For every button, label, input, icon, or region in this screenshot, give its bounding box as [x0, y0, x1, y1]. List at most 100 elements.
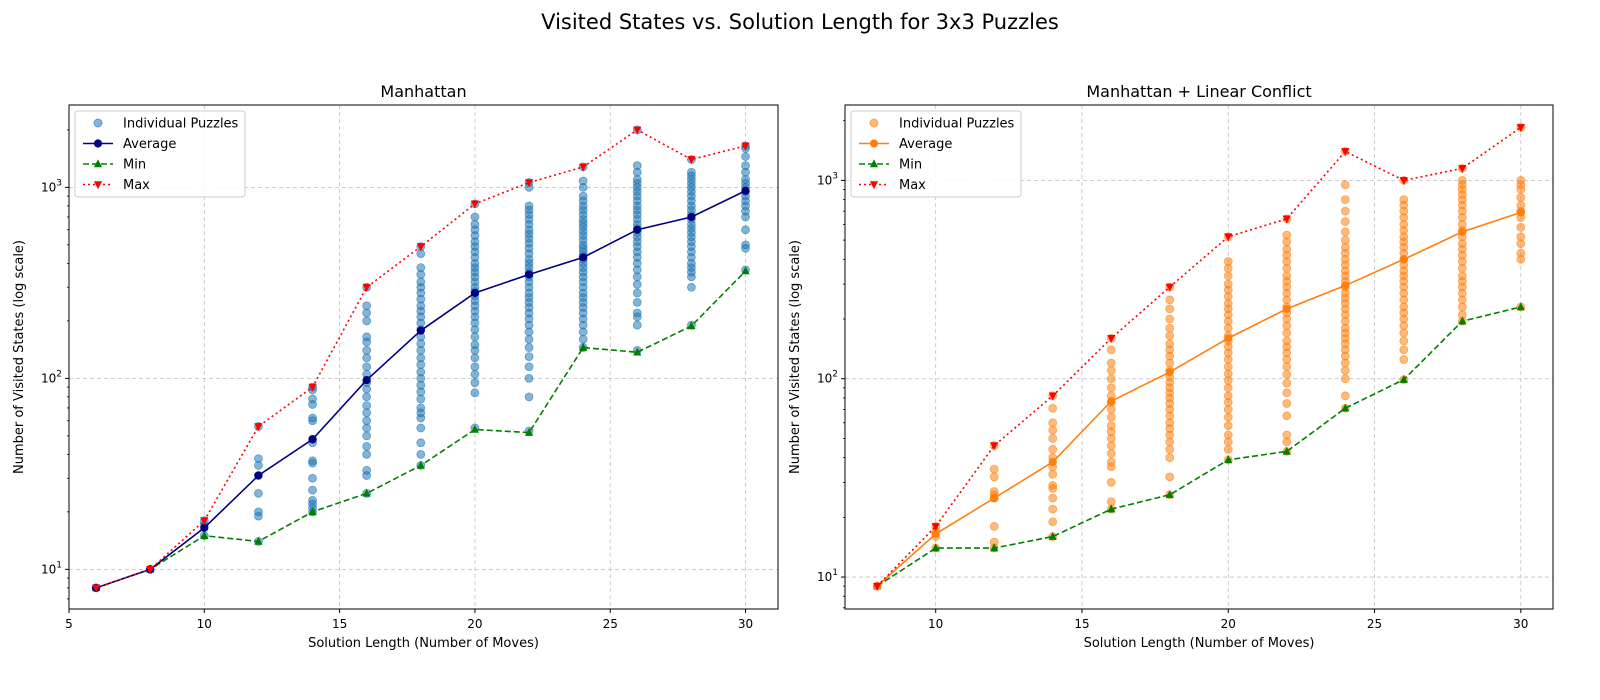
scatter-point: [308, 485, 317, 495]
y-tick-label: 101: [41, 560, 62, 576]
scatter-point: [741, 175, 750, 184]
scatter-point: [1165, 445, 1175, 454]
scatter-point: [578, 176, 588, 186]
scatter-point: [416, 263, 426, 273]
scatter-point: [1048, 517, 1058, 527]
scatter-point: [1223, 412, 1233, 422]
series-marker-max: [416, 243, 425, 252]
scatter-point: [1340, 217, 1350, 226]
scatter-point: [308, 456, 317, 466]
scatter-point: [989, 522, 999, 531]
series-marker-average: [200, 523, 209, 532]
scatter-point: [989, 464, 999, 474]
scatter-point: [470, 219, 480, 229]
scatter-point: [1282, 230, 1292, 240]
scatter-point: [1165, 304, 1175, 314]
scatter-point: [524, 343, 534, 352]
scatter-point: [308, 413, 317, 423]
y-tick-exponent: 3: [56, 178, 62, 188]
series-marker-min: [990, 543, 999, 552]
legend-handle-marker: [869, 181, 879, 190]
scatter-point: [1165, 323, 1175, 333]
y-tick-exponent: 2: [56, 369, 62, 379]
scatter-point: [989, 472, 999, 482]
scatter-point: [1282, 328, 1292, 338]
series-marker-max: [200, 517, 209, 526]
panel-title: Manhattan + Linear Conflict: [1086, 82, 1311, 101]
plot-frame: [68, 104, 779, 610]
scatter-point: [470, 353, 480, 363]
series-marker-average: [1107, 397, 1116, 406]
series-marker-average: [1048, 457, 1057, 467]
series-line-min: [876, 306, 1522, 587]
scatter-point: [1399, 195, 1409, 205]
scatter-point: [1282, 411, 1292, 421]
scatter-point: [741, 161, 750, 171]
scatter-point: [1106, 383, 1116, 393]
series-average: [91, 186, 750, 592]
x-tick-label: 5: [65, 617, 73, 631]
series-marker-max: [1107, 334, 1116, 343]
y-axis-label: Number of Visited States (log scale): [12, 240, 27, 474]
y-axis-label: Number of Visited States (log scale): [788, 240, 803, 474]
scatter-point: [524, 373, 534, 383]
series-marker-average: [1399, 255, 1408, 264]
scatter-point: [1399, 328, 1409, 338]
scatter-point: [362, 316, 372, 326]
plot-frame: [844, 104, 1554, 610]
series-max: [91, 126, 750, 593]
scatter-point: [1048, 418, 1058, 428]
legend-label: Max: [899, 178, 926, 193]
series-marker-average: [1341, 281, 1350, 290]
scatter-point: [416, 367, 426, 377]
scatter-point: [362, 401, 372, 411]
scatter-point: [1516, 232, 1526, 242]
scatter-point: [1048, 504, 1058, 514]
legend-label: Min: [899, 158, 922, 173]
scatter-point: [1340, 374, 1350, 384]
scatter-point: [632, 308, 642, 318]
scatter-point: [632, 288, 642, 298]
series-marker-average: [1224, 334, 1233, 343]
y-tick-base: 10: [817, 570, 832, 584]
series-marker-max: [931, 523, 940, 532]
scatter-point: [1048, 425, 1058, 435]
scatter-point: [1340, 180, 1350, 190]
series-marker-average: [362, 375, 371, 385]
scatter-point: [1165, 314, 1175, 324]
series-marker-average: [1516, 208, 1525, 217]
series-marker-min: [1165, 490, 1174, 499]
legend-handle-marker: [93, 181, 103, 190]
series-marker-average: [1282, 304, 1291, 313]
legend-box: [74, 110, 246, 198]
scatter-point: [416, 423, 426, 433]
scatter-point: [1516, 200, 1526, 210]
series-marker-max: [1516, 124, 1525, 133]
legend-label: Individual Puzzles: [123, 117, 239, 132]
scatter-point: [1048, 434, 1058, 443]
scatter-point: [1048, 493, 1058, 503]
scatter-point: [1399, 345, 1409, 355]
series-marker-average: [524, 270, 534, 279]
scatter-point: [1106, 421, 1116, 431]
scatter-point: [1516, 176, 1526, 185]
series-marker-average: [741, 186, 750, 195]
x-tick-label: 30: [738, 617, 753, 631]
scatter-individual-puzzles: [872, 123, 1526, 591]
legend: Individual Puzzles Average Min Max: [850, 110, 1022, 198]
scatter-point: [1340, 195, 1350, 205]
series-marker-max: [1341, 148, 1350, 157]
scatter-point: [632, 297, 642, 307]
series-marker-max: [633, 126, 642, 135]
scatter-point: [1516, 222, 1526, 232]
y-tick-base: 10: [41, 371, 56, 385]
series-marker-max: [470, 200, 480, 209]
series-marker-min: [308, 507, 317, 516]
series-marker-average: [308, 435, 317, 444]
scatter-point: [741, 152, 750, 161]
series-max: [873, 124, 1525, 591]
scatter-point: [524, 392, 534, 402]
scatter-point: [416, 438, 426, 448]
series-marker-average: [990, 494, 999, 503]
